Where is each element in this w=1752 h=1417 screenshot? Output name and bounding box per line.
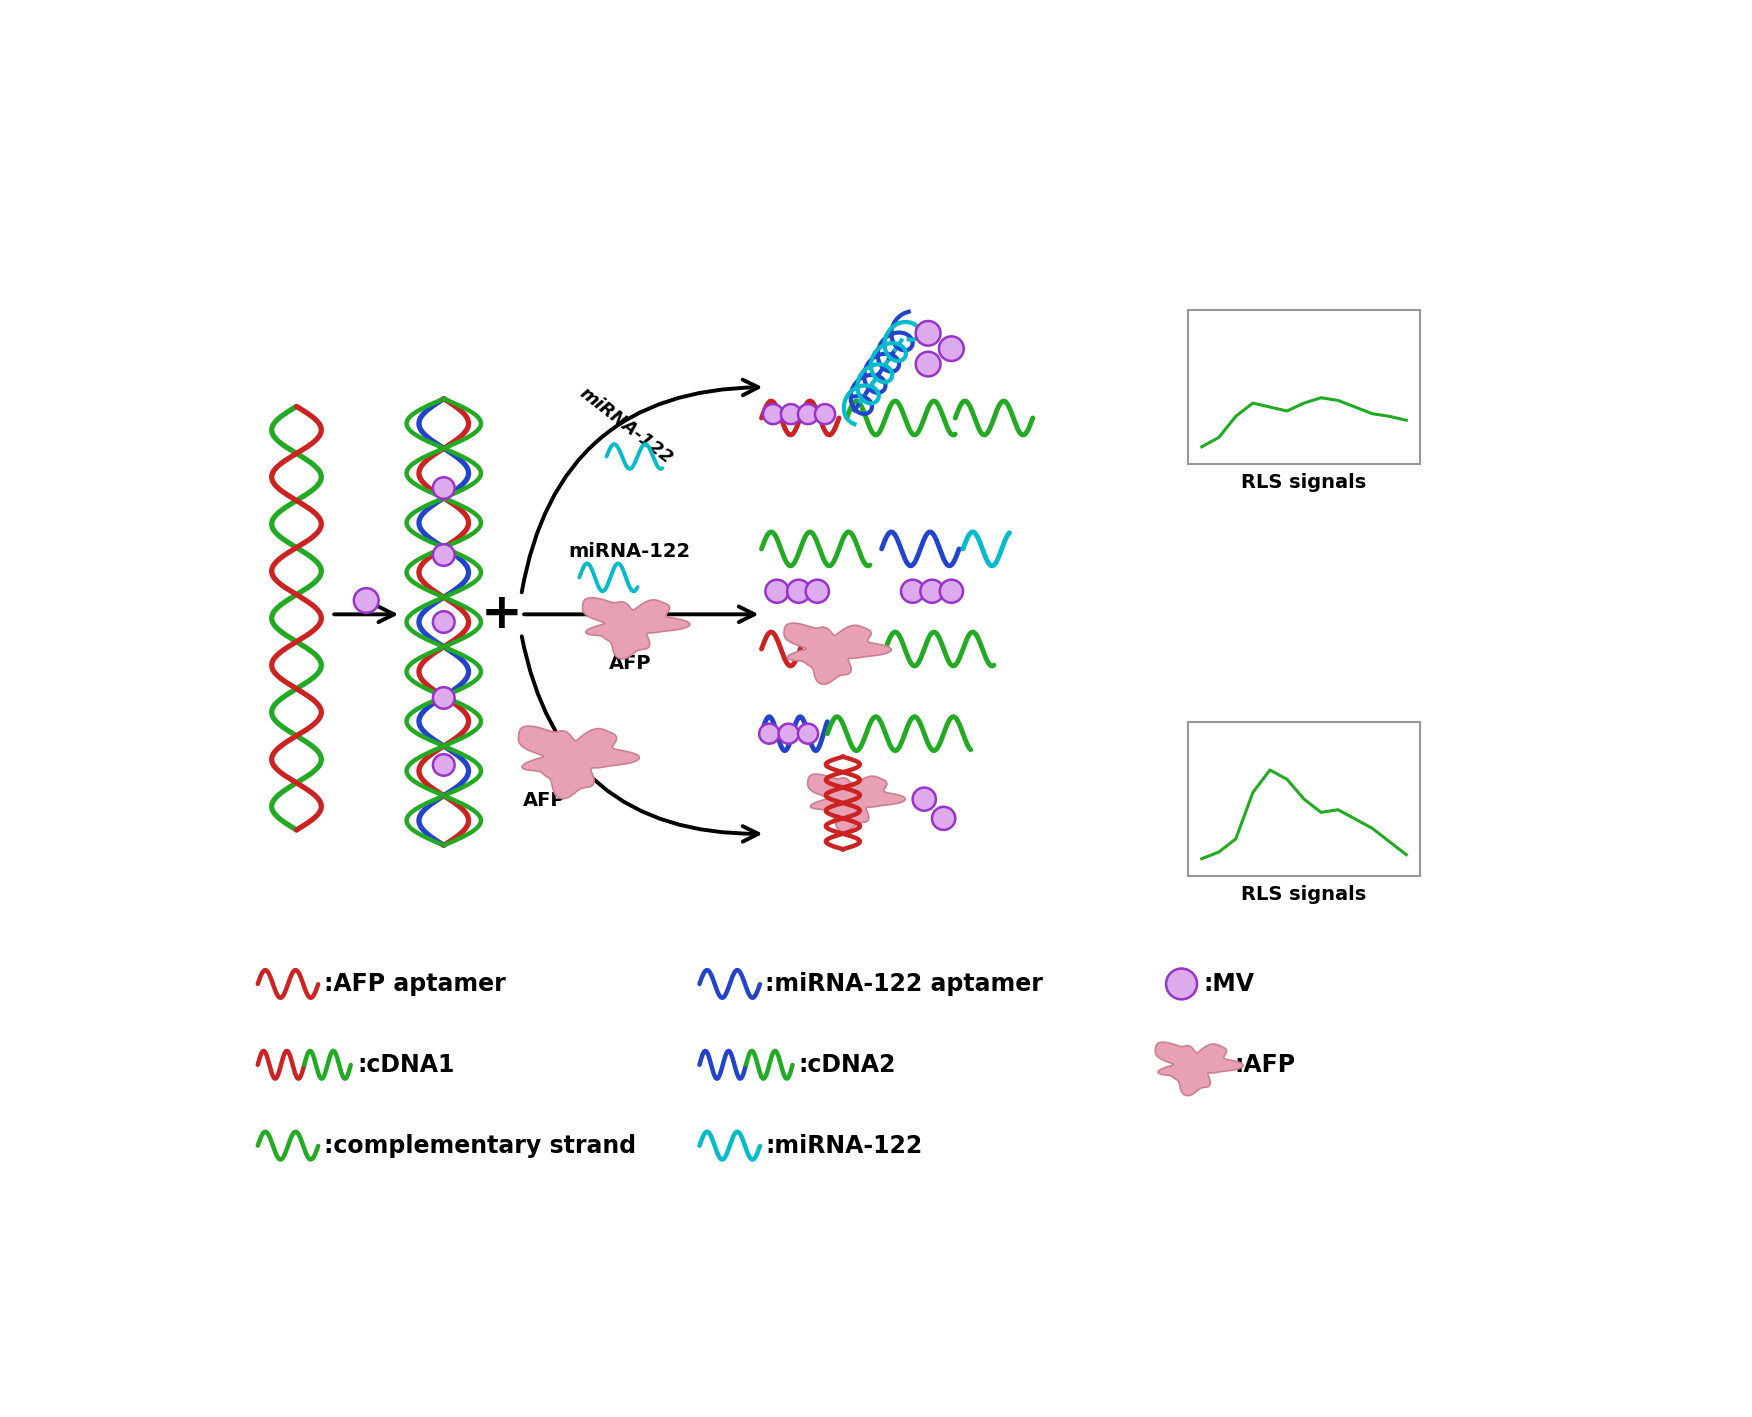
Circle shape: [797, 724, 818, 744]
Circle shape: [433, 478, 454, 499]
Circle shape: [766, 580, 788, 602]
Circle shape: [433, 544, 454, 565]
Text: AFP: AFP: [608, 655, 652, 673]
Circle shape: [920, 580, 944, 602]
Circle shape: [433, 687, 454, 708]
Circle shape: [932, 806, 955, 830]
Text: :cDNA2: :cDNA2: [799, 1053, 895, 1077]
Circle shape: [797, 404, 818, 424]
Text: +: +: [482, 591, 522, 638]
Circle shape: [913, 788, 936, 811]
Text: :cDNA1: :cDNA1: [357, 1053, 454, 1077]
FancyBboxPatch shape: [1188, 310, 1421, 465]
Text: :AFP aptamer: :AFP aptamer: [324, 972, 505, 996]
Polygon shape: [583, 598, 690, 659]
FancyBboxPatch shape: [1188, 723, 1421, 876]
Circle shape: [916, 351, 941, 377]
Text: RLS signals: RLS signals: [1242, 473, 1367, 493]
Text: :MV: :MV: [1204, 972, 1254, 996]
Circle shape: [354, 588, 378, 612]
Text: RLS signals: RLS signals: [1242, 886, 1367, 904]
Circle shape: [901, 580, 925, 602]
Circle shape: [781, 404, 801, 424]
Text: miRNA-122: miRNA-122: [569, 541, 690, 561]
Text: :AFP: :AFP: [1233, 1053, 1295, 1077]
Circle shape: [1167, 969, 1197, 999]
Circle shape: [759, 724, 780, 744]
Polygon shape: [785, 623, 892, 684]
Polygon shape: [1155, 1041, 1244, 1095]
Polygon shape: [808, 774, 906, 832]
Circle shape: [433, 611, 454, 633]
Circle shape: [806, 580, 829, 602]
Circle shape: [939, 580, 964, 602]
Circle shape: [939, 336, 964, 361]
Polygon shape: [519, 726, 639, 799]
Circle shape: [433, 754, 454, 775]
Circle shape: [764, 404, 783, 424]
Circle shape: [916, 322, 941, 346]
Text: :complementary strand: :complementary strand: [324, 1134, 636, 1158]
Circle shape: [815, 404, 836, 424]
Text: AFP: AFP: [524, 792, 566, 811]
Circle shape: [787, 580, 811, 602]
Text: miRNA-122: miRNA-122: [576, 384, 676, 468]
Text: :miRNA-122 aptamer: :miRNA-122 aptamer: [766, 972, 1042, 996]
Text: :miRNA-122: :miRNA-122: [766, 1134, 923, 1158]
Circle shape: [778, 724, 799, 744]
